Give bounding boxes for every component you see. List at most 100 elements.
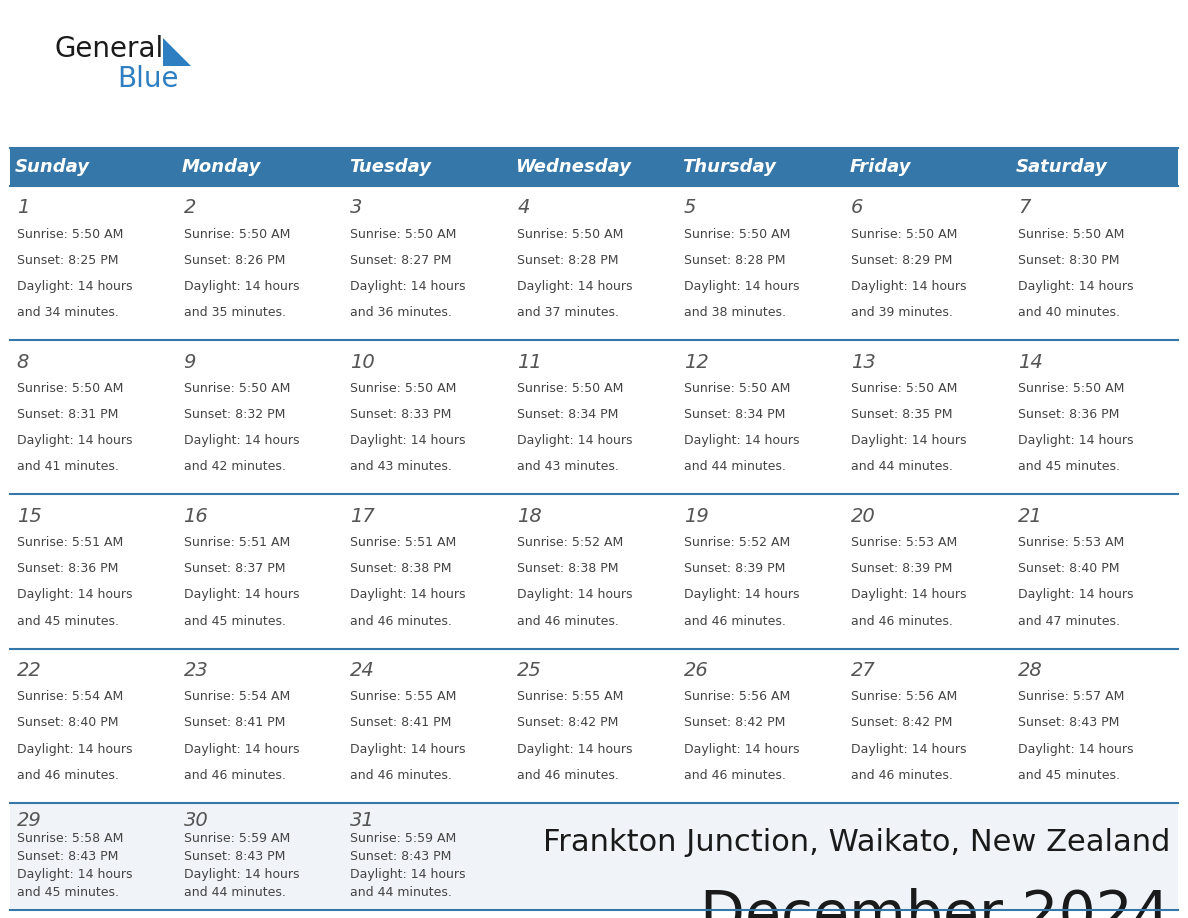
Text: 5: 5 xyxy=(684,198,696,218)
Text: Sunrise: 5:50 AM: Sunrise: 5:50 AM xyxy=(183,228,290,241)
Text: Daylight: 14 hours: Daylight: 14 hours xyxy=(684,743,800,756)
Text: and 47 minutes.: and 47 minutes. xyxy=(1018,615,1120,628)
Text: Thursday: Thursday xyxy=(682,158,776,176)
Text: Daylight: 14 hours: Daylight: 14 hours xyxy=(684,588,800,601)
Text: Daylight: 14 hours: Daylight: 14 hours xyxy=(517,434,633,447)
Text: and 34 minutes.: and 34 minutes. xyxy=(17,307,119,319)
Text: and 41 minutes.: and 41 minutes. xyxy=(17,461,119,474)
Text: Sunset: 8:31 PM: Sunset: 8:31 PM xyxy=(17,409,118,421)
Text: and 45 minutes.: and 45 minutes. xyxy=(17,615,119,628)
Text: Monday: Monday xyxy=(182,158,261,176)
Text: 7: 7 xyxy=(1018,198,1030,218)
Text: Sunset: 8:34 PM: Sunset: 8:34 PM xyxy=(684,409,785,421)
Text: Sunset: 8:41 PM: Sunset: 8:41 PM xyxy=(350,716,451,730)
Text: and 36 minutes.: and 36 minutes. xyxy=(350,307,453,319)
Text: Daylight: 14 hours: Daylight: 14 hours xyxy=(350,868,466,881)
Text: 23: 23 xyxy=(183,661,208,680)
Text: 20: 20 xyxy=(851,507,876,526)
Text: Daylight: 14 hours: Daylight: 14 hours xyxy=(851,588,967,601)
Text: and 46 minutes.: and 46 minutes. xyxy=(183,769,285,782)
Text: Sunrise: 5:54 AM: Sunrise: 5:54 AM xyxy=(183,690,290,703)
Text: December 2024: December 2024 xyxy=(700,888,1170,918)
Text: Daylight: 14 hours: Daylight: 14 hours xyxy=(17,868,132,881)
Text: Sunrise: 5:50 AM: Sunrise: 5:50 AM xyxy=(517,228,624,241)
Text: Sunset: 8:27 PM: Sunset: 8:27 PM xyxy=(350,254,451,267)
Text: Daylight: 14 hours: Daylight: 14 hours xyxy=(17,743,132,756)
Text: 13: 13 xyxy=(851,353,876,372)
Text: 3: 3 xyxy=(350,198,362,218)
Text: and 44 minutes.: and 44 minutes. xyxy=(684,461,786,474)
Bar xyxy=(10,495,1178,649)
Text: and 46 minutes.: and 46 minutes. xyxy=(517,615,619,628)
Bar xyxy=(10,186,1178,341)
Text: 28: 28 xyxy=(1018,661,1043,680)
Text: 2: 2 xyxy=(183,198,196,218)
Text: Sunset: 8:38 PM: Sunset: 8:38 PM xyxy=(350,563,451,576)
Text: and 45 minutes.: and 45 minutes. xyxy=(1018,769,1120,782)
Text: Saturday: Saturday xyxy=(1016,158,1108,176)
Text: 21: 21 xyxy=(1018,507,1043,526)
Text: 10: 10 xyxy=(350,353,375,372)
Text: Sunrise: 5:50 AM: Sunrise: 5:50 AM xyxy=(684,228,790,241)
Text: and 39 minutes.: and 39 minutes. xyxy=(851,307,953,319)
Text: Sunrise: 5:50 AM: Sunrise: 5:50 AM xyxy=(17,382,124,395)
Text: Sunset: 8:42 PM: Sunset: 8:42 PM xyxy=(851,716,953,730)
Text: Daylight: 14 hours: Daylight: 14 hours xyxy=(684,280,800,293)
Text: and 38 minutes.: and 38 minutes. xyxy=(684,307,786,319)
Text: and 37 minutes.: and 37 minutes. xyxy=(517,307,619,319)
Text: Sunset: 8:28 PM: Sunset: 8:28 PM xyxy=(517,254,619,267)
Text: and 46 minutes.: and 46 minutes. xyxy=(684,615,786,628)
Polygon shape xyxy=(163,38,191,66)
Text: 12: 12 xyxy=(684,353,709,372)
Text: Sunset: 8:42 PM: Sunset: 8:42 PM xyxy=(517,716,619,730)
Text: Sunset: 8:30 PM: Sunset: 8:30 PM xyxy=(1018,254,1119,267)
Text: and 43 minutes.: and 43 minutes. xyxy=(517,461,619,474)
Text: Sunset: 8:40 PM: Sunset: 8:40 PM xyxy=(1018,563,1119,576)
Text: Frankton Junction, Waikato, New Zealand: Frankton Junction, Waikato, New Zealand xyxy=(543,828,1170,857)
Text: Sunset: 8:34 PM: Sunset: 8:34 PM xyxy=(517,409,619,421)
Text: Sunrise: 5:50 AM: Sunrise: 5:50 AM xyxy=(851,382,958,395)
Text: 29: 29 xyxy=(17,812,42,831)
Text: Sunset: 8:33 PM: Sunset: 8:33 PM xyxy=(350,409,451,421)
Text: General: General xyxy=(55,35,164,63)
Text: 9: 9 xyxy=(183,353,196,372)
Text: Friday: Friday xyxy=(849,158,911,176)
Text: Daylight: 14 hours: Daylight: 14 hours xyxy=(183,280,299,293)
Text: Daylight: 14 hours: Daylight: 14 hours xyxy=(17,588,132,601)
Text: 25: 25 xyxy=(517,661,542,680)
Text: 6: 6 xyxy=(851,198,864,218)
Text: Daylight: 14 hours: Daylight: 14 hours xyxy=(350,434,466,447)
Text: and 44 minutes.: and 44 minutes. xyxy=(851,461,953,474)
Text: and 44 minutes.: and 44 minutes. xyxy=(350,887,453,900)
Text: Sunrise: 5:51 AM: Sunrise: 5:51 AM xyxy=(350,536,456,549)
Text: Sunset: 8:36 PM: Sunset: 8:36 PM xyxy=(17,563,118,576)
Text: Daylight: 14 hours: Daylight: 14 hours xyxy=(350,743,466,756)
Text: Sunrise: 5:59 AM: Sunrise: 5:59 AM xyxy=(183,832,290,845)
Text: and 35 minutes.: and 35 minutes. xyxy=(183,307,285,319)
Text: and 46 minutes.: and 46 minutes. xyxy=(851,769,953,782)
Text: Sunset: 8:43 PM: Sunset: 8:43 PM xyxy=(17,850,118,863)
Text: 26: 26 xyxy=(684,661,709,680)
Text: and 46 minutes.: and 46 minutes. xyxy=(350,615,453,628)
Text: Daylight: 14 hours: Daylight: 14 hours xyxy=(17,280,132,293)
Text: and 40 minutes.: and 40 minutes. xyxy=(1018,307,1120,319)
Text: Blue: Blue xyxy=(116,65,178,93)
Text: Sunrise: 5:52 AM: Sunrise: 5:52 AM xyxy=(684,536,790,549)
Bar xyxy=(10,649,1178,803)
Text: Sunrise: 5:50 AM: Sunrise: 5:50 AM xyxy=(517,382,624,395)
Text: 30: 30 xyxy=(183,812,208,831)
Text: Daylight: 14 hours: Daylight: 14 hours xyxy=(851,280,967,293)
Text: Sunrise: 5:50 AM: Sunrise: 5:50 AM xyxy=(183,382,290,395)
Text: and 45 minutes.: and 45 minutes. xyxy=(17,887,119,900)
Text: 16: 16 xyxy=(183,507,208,526)
Text: 27: 27 xyxy=(851,661,876,680)
Text: and 46 minutes.: and 46 minutes. xyxy=(517,769,619,782)
Text: 19: 19 xyxy=(684,507,709,526)
Text: Daylight: 14 hours: Daylight: 14 hours xyxy=(851,434,967,447)
Text: Daylight: 14 hours: Daylight: 14 hours xyxy=(684,434,800,447)
Text: and 45 minutes.: and 45 minutes. xyxy=(183,615,285,628)
Text: Sunset: 8:26 PM: Sunset: 8:26 PM xyxy=(183,254,285,267)
Text: Sunset: 8:36 PM: Sunset: 8:36 PM xyxy=(1018,409,1119,421)
Bar xyxy=(10,148,1178,186)
Text: Sunset: 8:43 PM: Sunset: 8:43 PM xyxy=(1018,716,1119,730)
